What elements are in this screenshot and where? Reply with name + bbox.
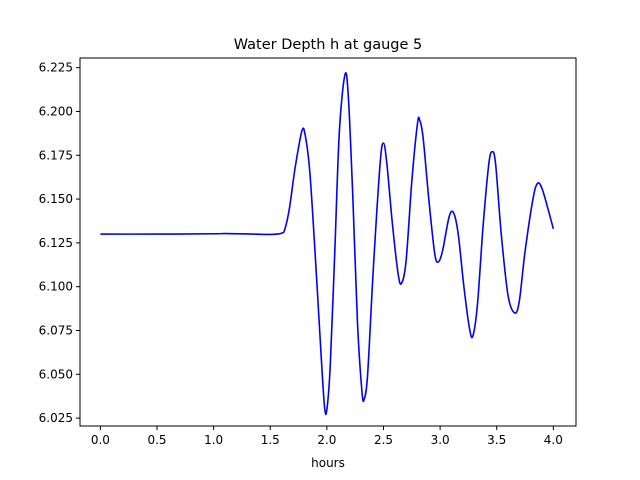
y-tick-label: 6.175 [39, 148, 73, 162]
y-tick-label: 6.125 [39, 236, 73, 250]
x-tick-label: 2.0 [317, 433, 336, 447]
y-tick-label: 6.025 [39, 411, 73, 425]
y-tick-label: 6.050 [39, 367, 73, 381]
chart-title: Water Depth h at gauge 5 [234, 37, 422, 53]
x-axis-label: hours [311, 456, 345, 470]
axis-ticks: 0.0 0.5 1.0 1.5 2.0 2.5 3.0 3.5 4.0 6.025 6.050 6.0… [39, 61, 563, 447]
x-tick-label: 4.0 [544, 433, 563, 447]
x-tick-label: 0.0 [91, 433, 110, 447]
x-tick-label: 0.5 [147, 433, 166, 447]
x-tick-label: 3.0 [431, 433, 450, 447]
x-tick-label: 1.0 [204, 433, 223, 447]
x-tick-label: 1.5 [261, 433, 280, 447]
y-tick-label: 6.200 [39, 104, 73, 118]
x-tick-label: 3.5 [487, 433, 506, 447]
axes-frame [79, 57, 577, 427]
y-tick-label: 6.225 [39, 61, 73, 75]
y-tick-label: 6.150 [39, 192, 73, 206]
series-line [100, 72, 555, 416]
y-tick-label: 6.075 [39, 323, 73, 337]
x-tick-label: 2.5 [374, 433, 393, 447]
y-tick-label: 6.100 [39, 280, 73, 294]
plot-area [100, 72, 555, 416]
